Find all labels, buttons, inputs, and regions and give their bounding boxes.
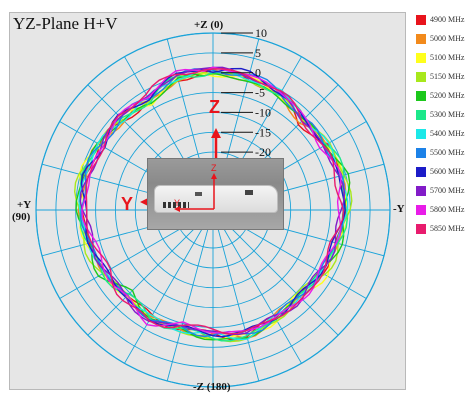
legend-swatch [416, 205, 426, 215]
radial-tick-label: 0 [255, 66, 261, 80]
legend-swatch [416, 15, 426, 25]
legend-label: 5400 MHz [430, 129, 465, 138]
legend-label: 5850 MHz [430, 224, 465, 233]
legend-label: 5100 MHz [430, 53, 465, 62]
legend-label: 5200 MHz [430, 91, 465, 100]
series-line [81, 66, 342, 334]
device-slot-small [195, 192, 202, 196]
angle-label-right: -Y [393, 203, 405, 215]
radial-tick-label: -20 [255, 145, 271, 159]
z-axis-label: Z [209, 97, 220, 117]
legend-swatch [416, 110, 426, 120]
legend-label: 5150 MHz [430, 72, 465, 81]
angle-label-left-sign: +Y [17, 199, 32, 211]
angle-label-left-degree: (90) [12, 211, 31, 223]
radial-tick-label: 5 [255, 46, 261, 60]
legend-label: 5700 MHz [430, 186, 465, 195]
y-axis-label: Y [121, 194, 133, 214]
inset-y-label: Y [174, 198, 180, 208]
legend-swatch [416, 186, 426, 196]
inset-y-arrow-head [174, 206, 180, 212]
legend-label: 5500 MHz [430, 148, 465, 157]
legend-swatch [416, 72, 426, 82]
device-body [154, 185, 278, 213]
angle-label-bottom: -Z (180) [193, 381, 231, 393]
z-arrow-head [211, 128, 221, 138]
legend-label: 5800 MHz [430, 205, 465, 214]
legend-swatch [416, 167, 426, 177]
legend-label: 5300 MHz [430, 110, 465, 119]
radial-tick-label: 10 [255, 26, 267, 40]
inset-axes: ZY [174, 163, 217, 212]
radial-tick-label: -10 [255, 105, 271, 119]
legend-label: 5600 MHz [430, 167, 465, 176]
legend-swatch [416, 129, 426, 139]
legend-swatch [416, 91, 426, 101]
inset-z-arrow-head [211, 173, 217, 179]
grid-spoke [212, 209, 339, 336]
legend-label: 5000 MHz [430, 34, 465, 43]
legend-label: 4900 MHz [430, 15, 465, 24]
legend-swatch [416, 148, 426, 158]
grid-spoke [87, 209, 214, 336]
legend-swatch [416, 53, 426, 63]
angle-label-top: +Z (0) [194, 19, 224, 31]
radial-tick-label: -5 [255, 86, 265, 100]
grid-spoke [212, 209, 260, 382]
grid-spoke [212, 209, 302, 364]
inset-z-label: Z [211, 163, 217, 173]
grid-spoke [166, 209, 214, 382]
chart-title: YZ-Plane H+V [13, 14, 118, 33]
legend-swatch [416, 224, 426, 234]
device-port [163, 202, 189, 208]
series-line [85, 68, 345, 335]
legend-swatch [416, 34, 426, 44]
device-slot [245, 190, 253, 195]
radial-tick-label: -15 [255, 125, 271, 139]
grid-spoke [124, 209, 214, 364]
